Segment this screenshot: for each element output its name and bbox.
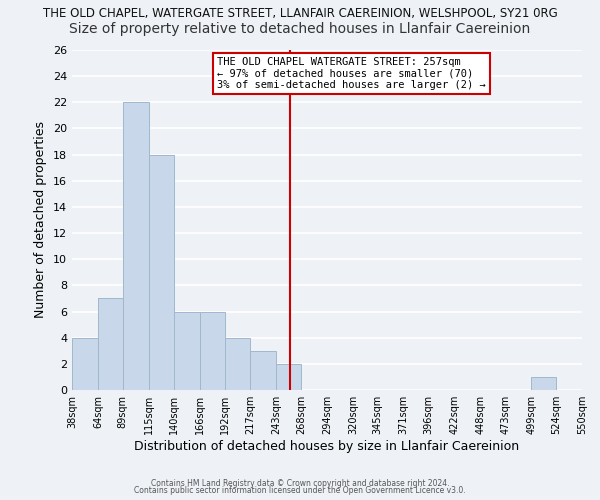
Bar <box>226 338 250 390</box>
Bar <box>123 102 149 390</box>
Bar <box>72 338 98 390</box>
Text: THE OLD CHAPEL, WATERGATE STREET, LLANFAIR CAEREINION, WELSHPOOL, SY21 0RG: THE OLD CHAPEL, WATERGATE STREET, LLANFA… <box>43 8 557 20</box>
Text: Contains public sector information licensed under the Open Government Licence v3: Contains public sector information licen… <box>134 486 466 495</box>
X-axis label: Distribution of detached houses by size in Llanfair Caereinion: Distribution of detached houses by size … <box>134 440 520 453</box>
Text: Size of property relative to detached houses in Llanfair Caereinion: Size of property relative to detached ho… <box>70 22 530 36</box>
Bar <box>276 364 301 390</box>
Bar <box>199 312 226 390</box>
Y-axis label: Number of detached properties: Number of detached properties <box>34 122 47 318</box>
Bar <box>173 312 199 390</box>
Bar <box>531 377 556 390</box>
Bar <box>98 298 123 390</box>
Text: Contains HM Land Registry data © Crown copyright and database right 2024.: Contains HM Land Registry data © Crown c… <box>151 478 449 488</box>
Text: THE OLD CHAPEL WATERGATE STREET: 257sqm
← 97% of detached houses are smaller (70: THE OLD CHAPEL WATERGATE STREET: 257sqm … <box>217 57 486 90</box>
Bar <box>250 351 276 390</box>
Bar <box>149 154 173 390</box>
